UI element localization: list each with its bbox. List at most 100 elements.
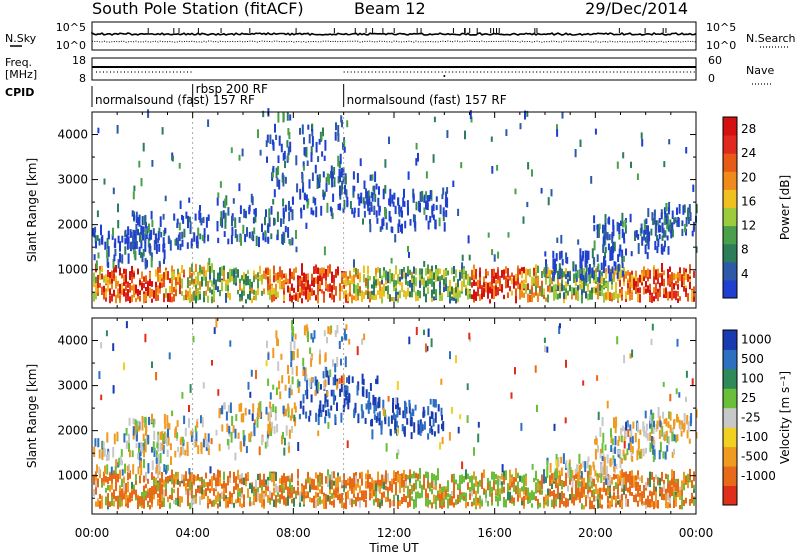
heatmap-cell — [652, 427, 655, 435]
heatmap-cell — [152, 441, 155, 452]
heatmap-cell — [617, 500, 619, 505]
heatmap-cell — [621, 254, 624, 264]
heatmap-cell — [138, 442, 141, 449]
heatmap-cell — [141, 492, 143, 497]
heatmap-cell — [173, 273, 175, 281]
heatmap-cell — [437, 268, 439, 279]
heatmap-cell — [211, 484, 213, 491]
heatmap-cell — [169, 475, 171, 480]
heatmap-cell — [167, 476, 169, 481]
heatmap-cell — [593, 504, 595, 510]
heatmap-cell — [261, 479, 263, 488]
heatmap-cell — [505, 499, 507, 508]
heatmap-cell — [663, 483, 665, 493]
heatmap-cell — [95, 290, 97, 300]
heatmap-cell — [115, 265, 117, 273]
heatmap-cell — [655, 269, 657, 280]
y-tick-label: 4000 — [57, 334, 88, 348]
heatmap-cell — [295, 294, 297, 301]
heatmap-cell — [397, 197, 400, 206]
heatmap-cell — [215, 477, 217, 487]
heatmap-cell — [213, 499, 215, 507]
heatmap-cell — [515, 288, 517, 297]
heatmap-cell — [170, 456, 172, 465]
heatmap-cell — [333, 471, 335, 479]
heatmap-cell — [223, 471, 225, 481]
heatmap-cell — [193, 438, 196, 448]
heatmap-cell — [515, 485, 517, 495]
heatmap-cell — [551, 473, 553, 481]
heatmap-cell — [433, 286, 435, 295]
heatmap-cell — [351, 294, 353, 303]
heatmap-cell — [207, 296, 209, 303]
heatmap-cell — [145, 230, 148, 240]
heatmap-cell — [169, 503, 171, 509]
heatmap-cell — [185, 211, 188, 219]
heatmap-cell — [537, 278, 539, 288]
heatmap-cell — [345, 498, 347, 508]
heatmap-cell — [543, 294, 545, 300]
heatmap-cell — [647, 239, 650, 250]
heatmap-cell — [631, 476, 633, 484]
heatmap-cell — [507, 292, 509, 299]
heatmap-cell — [238, 183, 241, 192]
heatmap-cell — [639, 451, 641, 459]
heatmap-cells — [92, 108, 698, 304]
heatmap-cell — [415, 326, 418, 336]
heatmap-cell — [652, 445, 655, 453]
heatmap-cell — [357, 413, 360, 424]
heatmap-cell — [357, 492, 359, 498]
heatmap-cell — [225, 498, 227, 509]
heatmap-cell — [135, 284, 137, 294]
heatmap-cell — [624, 224, 627, 234]
heatmap-cell — [144, 228, 147, 235]
heatmap-cell — [619, 269, 621, 279]
heatmap-cell — [439, 276, 441, 282]
heatmap-cell — [649, 479, 651, 488]
heatmap-cell — [543, 473, 545, 484]
heatmap-cell — [611, 266, 614, 274]
heatmap-cell — [402, 197, 405, 207]
heatmap-cell — [272, 141, 275, 151]
heatmap-cell — [457, 208, 460, 217]
heatmap-cell — [322, 193, 325, 200]
heatmap-cell — [527, 283, 529, 291]
heatmap-cell — [588, 274, 591, 282]
heatmap-cell — [367, 291, 369, 300]
colorbar-title: Velocity [m s⁻¹] — [778, 371, 792, 464]
heatmap-cell — [227, 404, 230, 413]
heatmap-cell — [373, 205, 376, 216]
heatmap-cell — [511, 290, 513, 296]
heatmap-cell — [499, 277, 501, 286]
heatmap-cell — [601, 417, 604, 427]
heatmap-cell — [687, 482, 689, 489]
heatmap-cell — [385, 270, 387, 278]
heatmap-cell — [178, 452, 181, 458]
heatmap-cell — [299, 491, 301, 497]
heatmap-cell — [507, 491, 509, 501]
heatmap-cell — [143, 215, 145, 225]
heatmap-cell — [371, 192, 374, 202]
heatmap-cell — [661, 487, 663, 494]
heatmap-cell — [647, 285, 649, 293]
heatmap-cell — [245, 475, 247, 482]
heatmap-cell — [156, 434, 159, 443]
heatmap-cell — [307, 331, 309, 343]
heatmap-cell — [171, 487, 173, 498]
heatmap-cell — [569, 285, 571, 292]
heatmap-cell — [317, 474, 319, 483]
heatmap-cell — [141, 504, 143, 509]
heatmap-cell — [129, 450, 131, 458]
heatmap-cell — [335, 122, 337, 131]
heatmap-cell — [145, 433, 148, 444]
heatmap-cell — [317, 480, 319, 491]
heatmap-cell — [105, 488, 107, 493]
heatmap-cell — [505, 278, 507, 289]
heatmap-cell — [127, 439, 130, 449]
heatmap-cell — [289, 478, 291, 488]
heatmap-cell — [658, 429, 661, 440]
heatmap-cell — [659, 488, 661, 494]
heatmap-cell — [535, 264, 537, 273]
heatmap-cell — [266, 430, 269, 439]
